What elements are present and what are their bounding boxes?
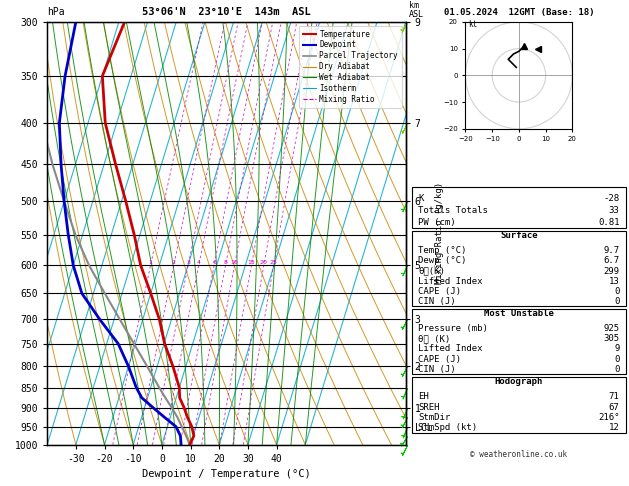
Text: 299: 299 [603, 266, 620, 276]
Text: hPa: hPa [47, 7, 65, 17]
Text: 12: 12 [609, 423, 620, 432]
Text: 01.05.2024  12GMT (Base: 18): 01.05.2024 12GMT (Base: 18) [443, 8, 594, 17]
Text: kt: kt [468, 20, 477, 29]
Text: 0: 0 [614, 364, 620, 374]
Legend: Temperature, Dewpoint, Parcel Trajectory, Dry Adiabat, Wet Adiabat, Isotherm, Mi: Temperature, Dewpoint, Parcel Trajectory… [299, 26, 402, 108]
Text: PW (cm): PW (cm) [418, 218, 456, 227]
Text: 71: 71 [609, 393, 620, 401]
Text: CIN (J): CIN (J) [418, 364, 456, 374]
Text: km
ASL: km ASL [409, 1, 424, 19]
Text: 20: 20 [260, 260, 268, 265]
Text: 33: 33 [609, 206, 620, 215]
Text: 3: 3 [186, 260, 190, 265]
Text: 1: 1 [148, 260, 152, 265]
Text: CAPE (J): CAPE (J) [418, 287, 462, 295]
Text: © weatheronline.co.uk: © weatheronline.co.uk [470, 450, 567, 459]
Text: 67: 67 [609, 402, 620, 412]
Text: Surface: Surface [500, 231, 538, 241]
Text: 216°: 216° [598, 413, 620, 422]
Text: EH: EH [418, 393, 429, 401]
Text: Lifted Index: Lifted Index [418, 277, 483, 286]
Text: 9.7: 9.7 [603, 246, 620, 256]
Text: SREH: SREH [418, 402, 440, 412]
Text: 0: 0 [614, 287, 620, 295]
Text: K: K [418, 194, 424, 204]
Text: Totals Totals: Totals Totals [418, 206, 488, 215]
Text: CIN (J): CIN (J) [418, 296, 456, 306]
Text: Pressure (mb): Pressure (mb) [418, 324, 488, 333]
Text: StmSpd (kt): StmSpd (kt) [418, 423, 477, 432]
Text: Most Unstable: Most Unstable [484, 309, 554, 318]
Text: 15: 15 [248, 260, 255, 265]
Text: 4: 4 [197, 260, 201, 265]
Text: 0: 0 [614, 296, 620, 306]
Text: -28: -28 [603, 194, 620, 204]
Text: Dewp (°C): Dewp (°C) [418, 257, 467, 265]
Text: 13: 13 [609, 277, 620, 286]
Text: 2: 2 [172, 260, 175, 265]
Text: 6.7: 6.7 [603, 257, 620, 265]
Text: Temp (°C): Temp (°C) [418, 246, 467, 256]
Text: StmDir: StmDir [418, 413, 450, 422]
Text: 6: 6 [212, 260, 216, 265]
Text: 25: 25 [270, 260, 277, 265]
Text: 0.81: 0.81 [598, 218, 620, 227]
Text: 10: 10 [231, 260, 238, 265]
Text: 8: 8 [223, 260, 228, 265]
Y-axis label: Mixing Ratio (g/kg): Mixing Ratio (g/kg) [435, 182, 444, 284]
X-axis label: Dewpoint / Temperature (°C): Dewpoint / Temperature (°C) [142, 469, 311, 479]
Text: CAPE (J): CAPE (J) [418, 355, 462, 364]
Text: 925: 925 [603, 324, 620, 333]
Text: 0: 0 [614, 355, 620, 364]
Text: Lifted Index: Lifted Index [418, 345, 483, 353]
Text: 9: 9 [614, 345, 620, 353]
Text: Hodograph: Hodograph [495, 377, 543, 386]
Text: θᴄ (K): θᴄ (K) [418, 334, 450, 344]
Text: 53°06'N  23°10'E  143m  ASL: 53°06'N 23°10'E 143m ASL [142, 7, 311, 17]
Text: 305: 305 [603, 334, 620, 344]
Text: θᴄ(K): θᴄ(K) [418, 266, 445, 276]
